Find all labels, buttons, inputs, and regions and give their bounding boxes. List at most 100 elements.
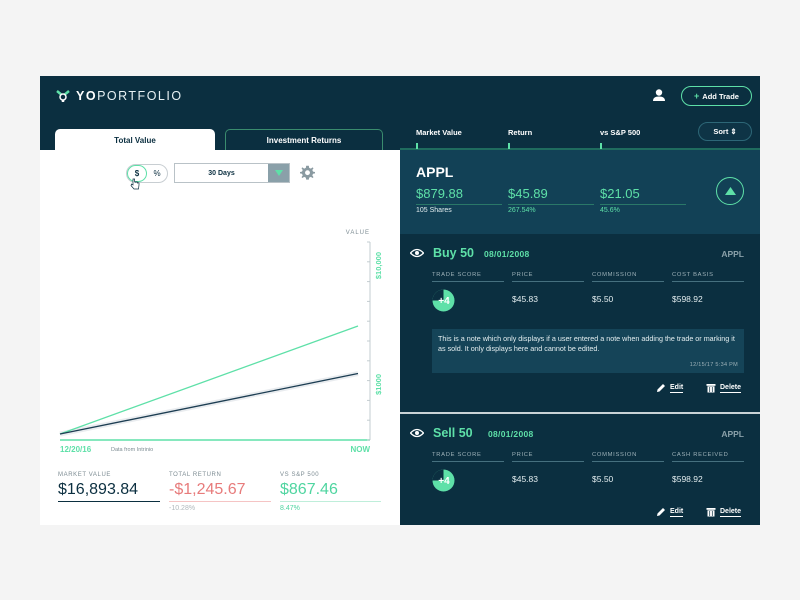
edit-label: Edit	[670, 507, 684, 517]
column-tick	[600, 143, 602, 149]
gear-icon[interactable]	[300, 165, 315, 180]
delete-label: Delete	[720, 383, 742, 393]
trade-note: This is a note which only displays if a …	[432, 329, 744, 373]
chevron-down-icon	[274, 170, 283, 176]
trade-symbol: APPL	[721, 249, 744, 259]
logo-text: YOPORTFOLIO	[76, 89, 183, 103]
pencil-icon	[657, 384, 665, 392]
stat-vs-sp: VS S&P 500 $867.46 8.47%	[280, 472, 381, 512]
trade-date: 08/01/2008	[484, 249, 530, 259]
value-line-chart: VALUE $10,000 $1000 12/20/16 Data from I…	[59, 230, 383, 454]
trade-title: Buy 50	[433, 246, 474, 260]
currency-percent-toggle[interactable]: $ %	[126, 164, 168, 183]
hand-cursor-icon	[130, 178, 140, 190]
trade-symbol: APPL	[721, 429, 744, 439]
trade-score-badge: +4	[432, 469, 455, 492]
logo[interactable]: YOPORTFOLIO	[56, 89, 183, 103]
delete-button[interactable]: Delete	[706, 507, 742, 517]
trade-score: +4	[438, 296, 450, 307]
toggle-dollar[interactable]: $	[127, 165, 148, 182]
trade-cash-received: $598.92	[672, 474, 703, 484]
x-start-label: 12/20/16	[60, 445, 92, 454]
range-select[interactable]: 30 Days	[174, 163, 290, 183]
ticker-vs-sp-pct: 45.6%	[600, 207, 620, 214]
series-line-navy	[59, 372, 359, 435]
add-trade-label: Add Trade	[702, 91, 739, 101]
trade-price: $45.83	[512, 294, 538, 304]
trade-price: $45.83	[512, 474, 538, 484]
trade-cost-basis: $598.92	[672, 294, 703, 304]
y-axis-ticks	[367, 241, 370, 441]
column-return[interactable]: Return	[508, 128, 533, 137]
trade-header: PRICE	[512, 452, 584, 462]
range-select-value: 30 Days	[208, 169, 235, 177]
plus-icon: +	[694, 91, 700, 101]
collapse-button[interactable]	[716, 177, 744, 205]
trade-card-sell: Sell 50 08/01/2008 APPL TRADE SCORE PRIC…	[400, 412, 760, 525]
stat-sub: 8.47%	[280, 505, 300, 512]
stat-market-value: MARKET VALUE $16,893.84	[58, 472, 160, 502]
ticker-return-pct: 267.54%	[508, 207, 536, 214]
trade-header: TRADE SCORE	[432, 272, 504, 282]
edit-button[interactable]: Edit	[656, 507, 684, 517]
eye-icon[interactable]	[410, 248, 424, 258]
column-vs-sp[interactable]: vs S&P 500	[600, 128, 641, 137]
trade-card-buy: Buy 50 08/01/2008 APPL TRADE SCORE PRICE…	[400, 234, 760, 412]
stat-label: TOTAL RETURN	[169, 472, 222, 478]
trade-header: CASH RECEIVED	[672, 452, 744, 462]
x-end-label: NOW	[350, 445, 370, 454]
trade-header: COMMISSION	[592, 272, 664, 282]
trade-header: PRICE	[512, 272, 584, 282]
stat-value: $16,893.84	[58, 481, 160, 502]
column-market-value[interactable]: Market Value	[416, 128, 462, 137]
edit-label: Edit	[670, 383, 684, 393]
y-tick-label-top: $10,000	[374, 252, 383, 279]
trash-icon	[706, 508, 716, 517]
stat-label: VS S&P 500	[280, 472, 320, 478]
toggle-percent[interactable]: %	[153, 169, 161, 178]
stat-label: MARKET VALUE	[58, 472, 111, 478]
trade-note-text: This is a note which only displays if a …	[438, 334, 735, 353]
column-tick	[416, 143, 418, 149]
ticker-return-value: $45.89	[508, 186, 594, 205]
stat-sub: -10.28%	[169, 505, 196, 512]
chevron-up-icon	[724, 187, 736, 195]
trash-icon	[706, 384, 716, 393]
pencil-icon	[657, 508, 665, 516]
series-line-green	[59, 325, 359, 435]
tab-total-value[interactable]: Total Value	[55, 129, 215, 151]
chart-ylabel: VALUE	[346, 230, 370, 236]
user-icon[interactable]	[652, 88, 666, 102]
delete-label: Delete	[720, 507, 742, 517]
stat-value: -$1,245.67	[169, 481, 271, 502]
delete-button[interactable]: Delete	[706, 383, 742, 393]
ticker-market-value: $879.88	[416, 186, 502, 205]
ticker-symbol: APPL	[416, 164, 454, 180]
ticker-shares: 105 Shares	[416, 207, 452, 214]
source-note: Data from Intrinio	[111, 447, 153, 453]
trade-date: 08/01/2008	[488, 429, 534, 439]
column-divider	[400, 148, 760, 150]
eye-icon[interactable]	[410, 428, 424, 438]
trade-header: COMMISSION	[592, 452, 664, 462]
trade-header: TRADE SCORE	[432, 452, 504, 462]
edit-button[interactable]: Edit	[656, 383, 684, 393]
app-header: YOPORTFOLIO + Add Trade	[40, 76, 760, 116]
trade-header: COST BASIS	[672, 272, 744, 282]
trade-commission: $5.50	[592, 474, 614, 484]
y-tick-label-bottom: $1000	[374, 374, 383, 395]
sort-button[interactable]: Sort ⇕	[698, 122, 752, 141]
portfolio-app: YOPORTFOLIO + Add Trade Total Value Inve…	[40, 76, 760, 525]
ticker-summary[interactable]: APPL $879.88 105 Shares $45.89 267.54% $…	[400, 150, 760, 234]
range-select-arrow[interactable]	[268, 164, 289, 182]
add-trade-button[interactable]: + Add Trade	[681, 86, 752, 106]
tab-investment-returns[interactable]: Investment Returns	[225, 129, 383, 150]
total-value-panel: $ % 30 Days VALUE $10,000 $1000 12/20	[40, 150, 400, 525]
trade-commission: $5.50	[592, 294, 614, 304]
ticker-vs-sp-value: $21.05	[600, 186, 686, 205]
trade-score-badge: +4	[432, 289, 455, 312]
trade-score: +4	[438, 476, 450, 487]
logo-icon	[56, 90, 70, 102]
column-tick	[508, 143, 510, 149]
stat-total-return: TOTAL RETURN -$1,245.67 -10.28%	[169, 472, 271, 512]
